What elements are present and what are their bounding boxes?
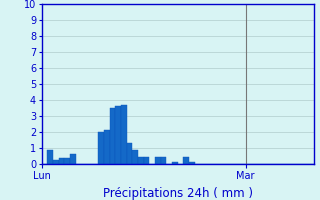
Bar — [161, 157, 166, 164]
Bar — [70, 154, 76, 164]
Bar — [127, 143, 132, 164]
Bar — [132, 150, 138, 164]
Bar — [121, 105, 127, 164]
Bar — [98, 132, 104, 164]
Bar — [104, 130, 109, 164]
Bar — [53, 160, 59, 164]
Bar — [64, 158, 70, 164]
Bar — [144, 157, 149, 164]
Bar — [109, 108, 115, 164]
Bar — [47, 150, 53, 164]
X-axis label: Précipitations 24h ( mm ): Précipitations 24h ( mm ) — [103, 186, 252, 199]
Bar — [138, 157, 144, 164]
Bar — [189, 162, 195, 164]
Bar — [183, 157, 189, 164]
Bar — [155, 157, 161, 164]
Bar — [115, 106, 121, 164]
Bar — [59, 158, 64, 164]
Bar — [172, 162, 178, 164]
